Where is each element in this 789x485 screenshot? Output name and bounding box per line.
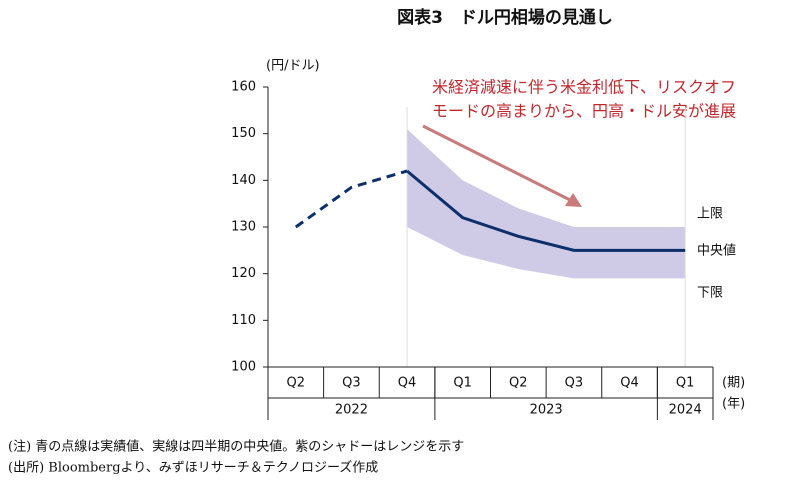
legend-label: 上限 <box>697 207 723 222</box>
x-tick-label: Q1 <box>453 376 472 391</box>
x-tick-label: Q3 <box>565 376 584 391</box>
x-tick-label: Q3 <box>342 376 361 391</box>
x-tick-label: Q2 <box>509 376 528 391</box>
y-tick-label: 140 <box>231 173 256 188</box>
legend-label: 中央値 <box>697 243 736 259</box>
x-tick-label: Q2 <box>287 376 306 391</box>
arrow <box>422 124 573 203</box>
legend-label: 下限 <box>697 286 723 301</box>
y-axis-label: (円/ドル) <box>266 59 320 74</box>
y-tick-label: 130 <box>231 220 256 235</box>
series-line <box>294 169 408 229</box>
x-axis-label: (期) <box>722 376 745 391</box>
y-tick-label: 160 <box>231 80 256 95</box>
y-tick-label: 100 <box>231 360 256 375</box>
annotation: モードの高まりから、円高・ドル安が進展 <box>432 102 736 121</box>
chart-title: 図表3 ドル円相場の見通し <box>397 7 613 28</box>
arrow-head <box>565 193 582 207</box>
year-label: 2024 <box>669 403 702 418</box>
year-label: 2022 <box>335 403 368 418</box>
note: (出所) Bloombergより、みずほリサーチ＆テクノロジーズ作成 <box>8 460 378 476</box>
year-label: 2023 <box>530 403 563 418</box>
series-line <box>406 169 686 252</box>
annotation: 米経済減速に伴う米金利低下、リスクオフ <box>432 78 736 97</box>
x-tick-label: Q4 <box>398 376 417 391</box>
y-tick-label: 150 <box>231 126 256 141</box>
year-axis-label: (年) <box>722 397 745 412</box>
x-tick-label: Q4 <box>620 376 639 391</box>
y-tick-label: 120 <box>231 266 256 281</box>
y-tick-label: 110 <box>231 313 256 328</box>
range-band <box>407 129 686 279</box>
x-tick-label: Q1 <box>676 376 695 391</box>
note: (注) 青の点線は実績値、実線は四半期の中央値。紫のシャドーはレンジを示す <box>8 439 464 455</box>
